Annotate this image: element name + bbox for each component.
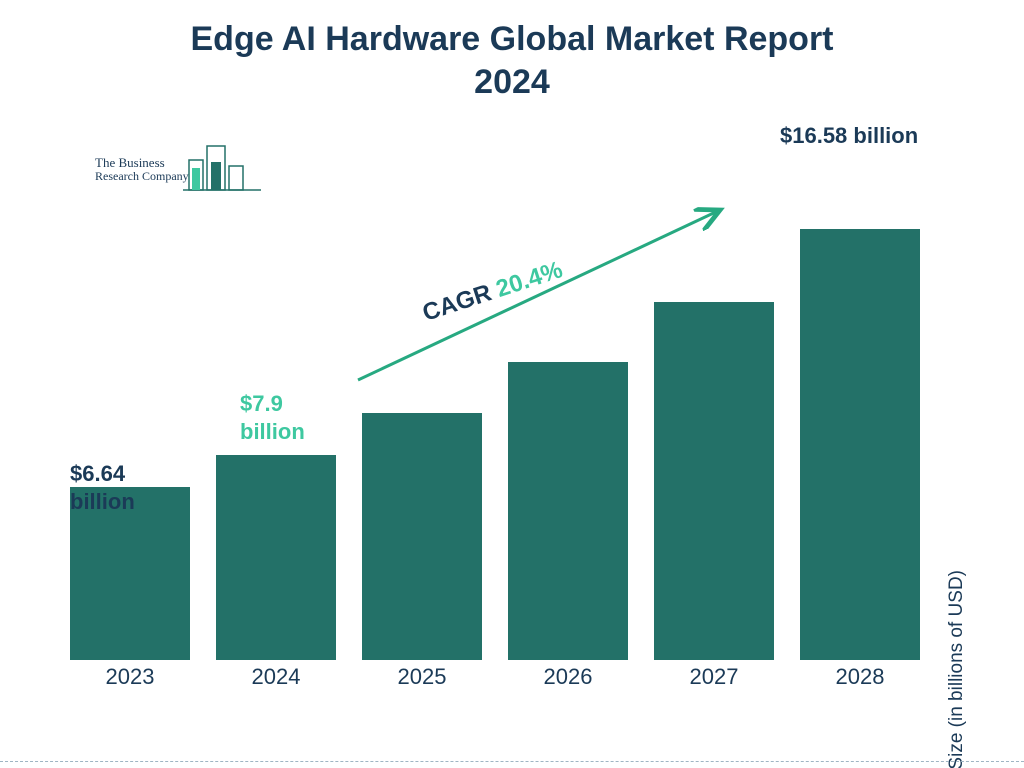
chart-title: Edge AI Hardware Global Market Report 20… <box>0 18 1024 103</box>
bar <box>800 229 920 660</box>
x-tick-label: 2028 <box>800 664 920 690</box>
title-line-2: 2024 <box>474 63 550 101</box>
value-callout: $16.58 billion <box>780 122 918 150</box>
bar <box>216 455 336 660</box>
x-tick-label: 2027 <box>654 664 774 690</box>
x-tick-label: 2023 <box>70 664 190 690</box>
bar <box>362 413 482 660</box>
value-callout: $6.64billion <box>70 460 135 515</box>
bar <box>654 302 774 660</box>
bottom-divider <box>0 761 1024 762</box>
bar <box>508 362 628 660</box>
bar-chart: Market Size (in billions of USD) 2023202… <box>60 140 940 690</box>
x-tick-label: 2024 <box>216 664 336 690</box>
x-tick-label: 2025 <box>362 664 482 690</box>
x-tick-label: 2026 <box>508 664 628 690</box>
y-axis-label: Market Size (in billions of USD) <box>946 570 968 768</box>
title-line-1: Edge AI Hardware Global Market Report <box>191 20 834 58</box>
value-callout: $7.9billion <box>240 390 305 445</box>
